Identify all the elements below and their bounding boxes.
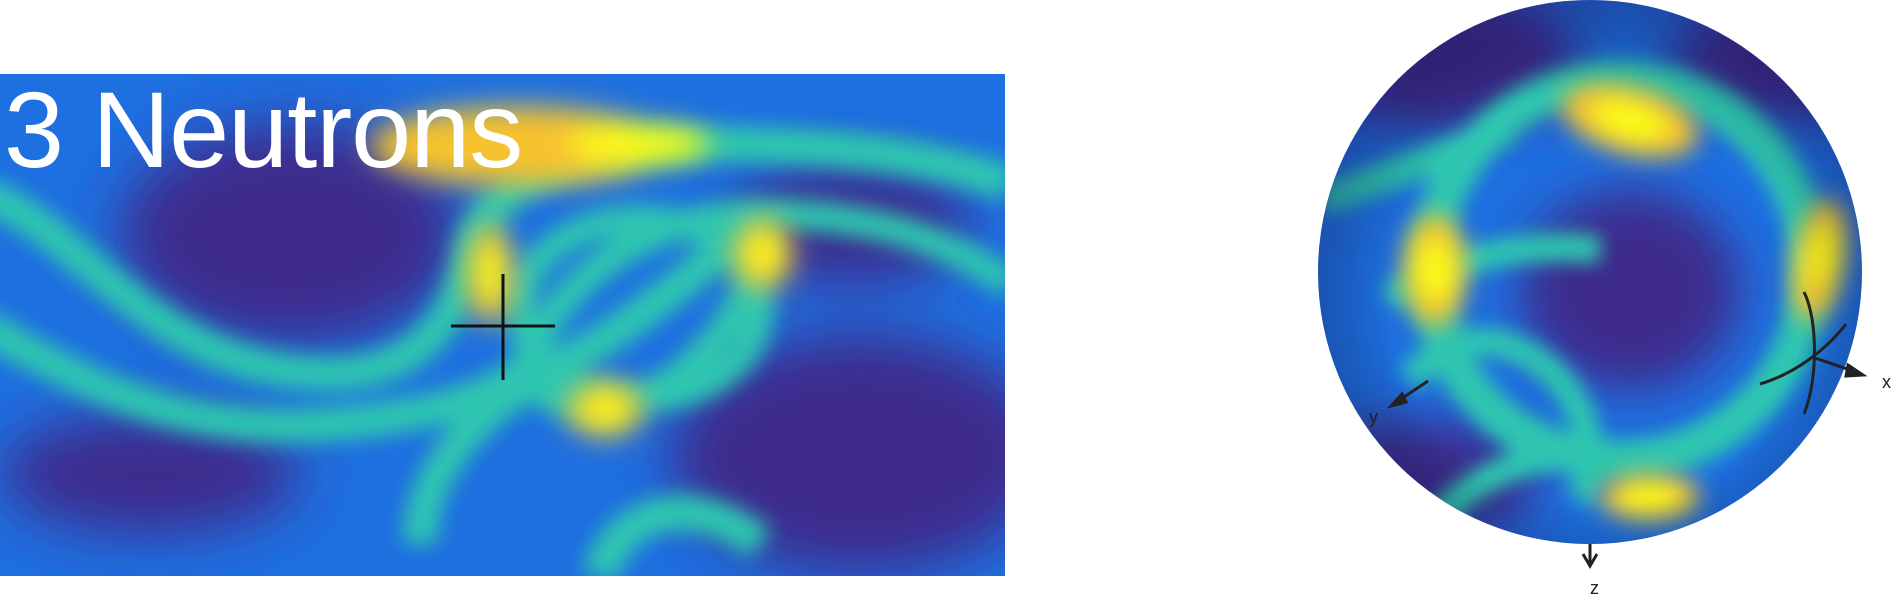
sphere-panel: x y z xyxy=(1300,0,1894,598)
projection-heatmap xyxy=(0,74,1005,576)
y-axis-label: y xyxy=(1369,407,1378,427)
low-region xyxy=(0,414,300,534)
x-axis-arrow xyxy=(1814,356,1868,378)
hotspot xyxy=(479,246,505,302)
crosshair-icon xyxy=(1759,291,1848,415)
ridge-band xyxy=(0,315,530,443)
sphere-view xyxy=(1318,0,1868,569)
projection-map-panel: 3 Neutrons xyxy=(0,74,1005,576)
hotspot xyxy=(583,395,627,423)
ridge-band xyxy=(0,183,487,392)
hotspot xyxy=(747,234,779,274)
crosshair-icon xyxy=(451,274,555,380)
ridge-band xyxy=(582,494,772,576)
hotspot xyxy=(570,124,710,164)
x-axis-label: x xyxy=(1882,372,1891,392)
figure-title: 3 Neutrons xyxy=(4,74,523,190)
low-region xyxy=(670,334,1005,574)
hotspot xyxy=(370,106,670,186)
low-region xyxy=(120,124,460,344)
z-axis-label: z xyxy=(1590,578,1599,598)
z-axis-arrow xyxy=(1581,544,1599,569)
y-axis-arrow xyxy=(1386,379,1429,409)
